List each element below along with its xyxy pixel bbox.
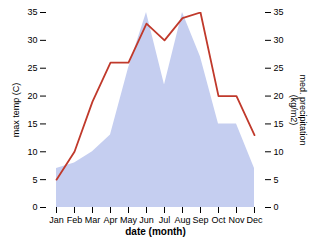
svg-text:5: 5 [274,175,279,185]
svg-text:max temp (C): max temp (C) [11,83,21,138]
svg-text:35: 35 [27,7,37,17]
svg-text:Apr: Apr [103,215,117,225]
svg-text:25: 25 [274,63,284,73]
svg-text:10: 10 [27,147,37,157]
svg-text:20: 20 [274,91,284,101]
svg-text:Dec: Dec [246,215,263,225]
svg-text:Jul: Jul [159,215,171,225]
svg-text:Oct: Oct [211,215,226,225]
svg-text:Nov: Nov [228,215,245,225]
svg-text:15: 15 [274,119,284,129]
svg-text:Jan: Jan [49,215,64,225]
svg-text:date (month): date (month) [125,226,186,237]
svg-text:5: 5 [32,175,37,185]
svg-text:Sep: Sep [192,215,208,225]
svg-text:30: 30 [274,35,284,45]
svg-text:0: 0 [274,202,279,212]
svg-text:May: May [120,215,138,225]
svg-text:30: 30 [27,35,37,45]
svg-text:35: 35 [274,7,284,17]
svg-text:Mar: Mar [85,215,101,225]
svg-text:med. precipitation(kg/m2): med. precipitation(kg/m2) [289,74,308,145]
svg-text:Feb: Feb [67,215,83,225]
svg-text:Jun: Jun [139,215,154,225]
svg-text:20: 20 [27,91,37,101]
svg-text:15: 15 [27,119,37,129]
svg-text:0: 0 [32,202,37,212]
svg-text:10: 10 [274,147,284,157]
svg-text:25: 25 [27,63,37,73]
svg-text:Aug: Aug [174,215,190,225]
